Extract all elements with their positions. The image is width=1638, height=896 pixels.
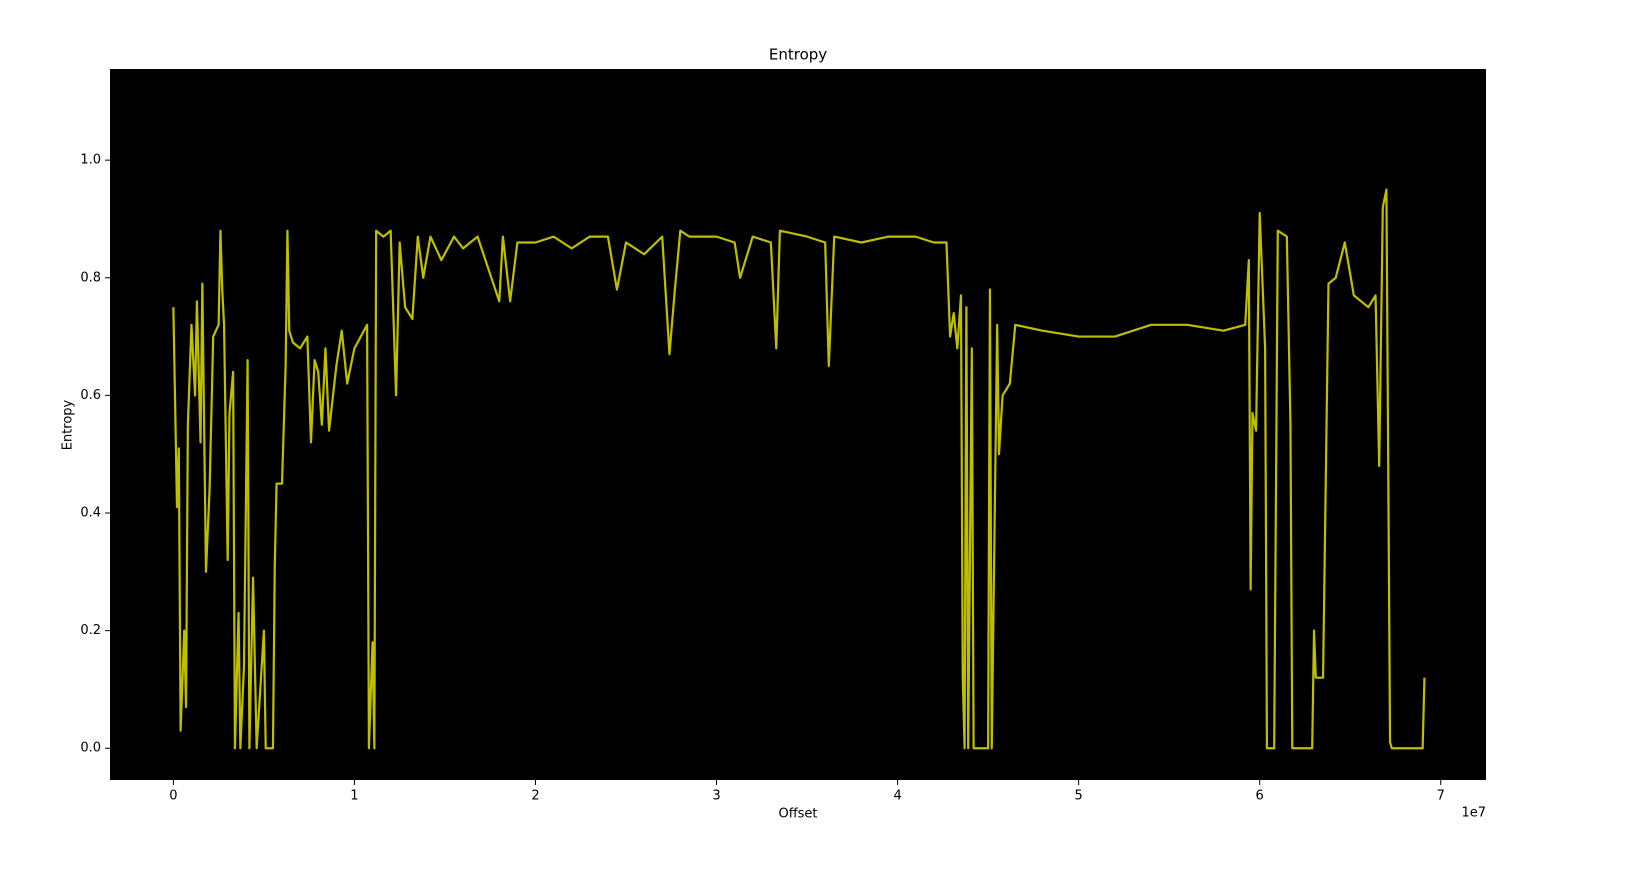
x-tick-label: 2	[531, 789, 539, 804]
x-tick-label: 4	[893, 789, 901, 804]
y-axis-label: Entropy	[61, 399, 76, 450]
y-tick-label: 1.0	[80, 153, 101, 168]
y-tick-label: 0.2	[80, 623, 101, 638]
line-series	[172, 188, 1426, 750]
plot-area	[110, 69, 1486, 780]
x-axis-label: Offset	[778, 807, 817, 822]
y-tick-label: 0.0	[80, 741, 101, 756]
x-tick-label: 1	[350, 789, 358, 804]
chart-title: Entropy	[769, 46, 827, 64]
y-tick-label: 0.6	[80, 388, 101, 403]
y-tick-label: 0.4	[80, 506, 101, 521]
x-offset-text: 1e7	[1461, 806, 1486, 821]
y-tick-label: 0.8	[80, 270, 101, 285]
x-tick-label: 6	[1256, 789, 1264, 804]
x-tick-label: 5	[1074, 789, 1082, 804]
x-tick-label: 0	[169, 789, 177, 804]
x-tick-label: 7	[1437, 789, 1445, 804]
x-tick-label: 3	[712, 789, 720, 804]
